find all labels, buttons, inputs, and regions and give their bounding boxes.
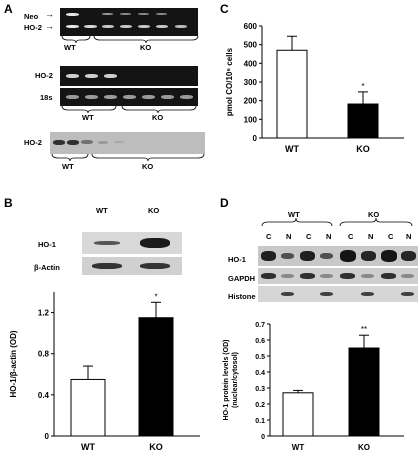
- significance-marker: *: [154, 292, 157, 301]
- y-axis-label: HO-1/β-actin (OD): [9, 330, 18, 397]
- ho2-label-2: HO-2: [35, 71, 53, 80]
- y-tick-label: 1.2: [38, 309, 50, 318]
- lane-label: N: [286, 232, 292, 241]
- ho2-label-1: HO-2: [24, 23, 42, 32]
- western-blot-histone-d: [258, 286, 418, 302]
- gel-genotyping: [60, 8, 198, 36]
- western-blot-ho2: [50, 132, 205, 154]
- ko-label-d: KO: [368, 210, 380, 219]
- y-tick-label: 300: [244, 78, 258, 87]
- ko-label-gel1: KO: [140, 43, 152, 52]
- gel-rtpcr-18s: [60, 88, 198, 106]
- lane-label: C: [306, 232, 312, 241]
- neo-label: Neo: [24, 12, 39, 21]
- lane-label: N: [406, 232, 412, 241]
- x-tick-label: KO: [149, 442, 163, 452]
- gapdh-label-d: GAPDH: [228, 274, 256, 283]
- arrow-icon: →: [45, 21, 54, 31]
- ko-label-b: KO: [148, 206, 160, 215]
- wt-label-d: WT: [288, 210, 300, 219]
- western-blot-ho1: [82, 232, 182, 254]
- brace-gel1: [61, 36, 199, 44]
- brace-d: [261, 218, 413, 226]
- y-axis-label: (nuclear/cytosol): [232, 352, 239, 408]
- western-blot-ho1-d: [258, 246, 418, 266]
- y-tick-label: 0.8: [38, 350, 50, 359]
- 18s-label: 18s: [40, 93, 53, 102]
- x-tick-label: KO: [356, 144, 370, 154]
- ko-label-gel2: KO: [152, 113, 164, 122]
- y-tick-label: 0: [253, 134, 258, 143]
- y-tick-label: 0.5: [255, 354, 265, 361]
- bar: [282, 392, 314, 437]
- y-tick-label: 0: [261, 434, 265, 441]
- histone-label-d: Histone h3: [228, 292, 267, 301]
- gel-rtpcr-ho2: [60, 66, 198, 86]
- y-tick-label: 0.1: [255, 418, 265, 425]
- wt-label-gel2: WT: [82, 113, 94, 122]
- significance-marker: **: [361, 325, 367, 334]
- wt-label-wb: WT: [62, 162, 74, 171]
- y-tick-label: 400: [244, 59, 258, 68]
- y-axis-label: pmol CO/10⁶ cells: [225, 47, 234, 116]
- actin-label-b: β-Actin: [34, 263, 60, 272]
- y-tick-label: 100: [244, 115, 258, 124]
- ho1-label-b: HO-1: [38, 240, 56, 249]
- chart-b: 0 0.4 0.8 1.2 WT KO * HO-1/β-actin (OD): [9, 292, 200, 452]
- bar: [70, 378, 106, 437]
- y-tick-label: 200: [244, 97, 258, 106]
- ko-label-wb: KO: [142, 162, 154, 171]
- ho1-label-d: HO-1: [228, 255, 246, 264]
- lane-label: C: [266, 232, 272, 241]
- x-tick-label: KO: [358, 443, 370, 452]
- wt-label-b: WT: [96, 206, 108, 215]
- y-axis-label: HO-1 protein levels (OD): [223, 340, 230, 421]
- brace-gel2: [61, 106, 197, 114]
- y-tick-label: 0.4: [38, 391, 50, 400]
- brace-wb: [51, 154, 205, 162]
- y-tick-label: 0.4: [255, 370, 265, 377]
- y-tick-label: 600: [244, 22, 258, 31]
- lane-label: C: [388, 232, 394, 241]
- lane-labels: C N C N C N C N: [260, 232, 418, 241]
- panel-letter-b: B: [4, 196, 13, 210]
- panel-letter-c: C: [220, 2, 229, 16]
- arrow-icon: →: [45, 9, 54, 19]
- panel-letter-d: D: [220, 196, 229, 210]
- chart-d: 0 0.1 0.2 0.3 0.4 0.5 0.6 0.7 WT KO ** HO-1 protein…: [223, 322, 404, 452]
- y-tick-label: 0.6: [255, 338, 265, 345]
- x-tick-label: WT: [285, 144, 299, 154]
- panel-letter-a: A: [4, 2, 13, 16]
- ho2-label-3: HO-2: [24, 138, 42, 147]
- lane-label: N: [326, 232, 332, 241]
- significance-marker: *: [361, 82, 364, 91]
- western-blot-actin: [82, 257, 182, 275]
- bar: [138, 317, 174, 437]
- wt-label-gel1: WT: [64, 43, 76, 52]
- chart-c: 0 100 200 300 400 500 600 WT KO * pmol CO/10⁶ cell…: [225, 22, 404, 154]
- lane-label: N: [368, 232, 374, 241]
- bar: [276, 49, 308, 139]
- lane-label: C: [348, 232, 354, 241]
- bar: [347, 103, 379, 139]
- bar: [348, 347, 380, 437]
- y-tick-label: 0.2: [255, 402, 265, 409]
- y-tick-label: 0: [45, 432, 50, 441]
- x-tick-label: WT: [292, 443, 305, 452]
- western-blot-gapdh-d: [258, 268, 418, 284]
- y-tick-label: 0.7: [255, 322, 265, 329]
- y-tick-label: 500: [244, 41, 258, 50]
- y-tick-label: 0.3: [255, 386, 265, 393]
- x-tick-label: WT: [81, 442, 95, 452]
